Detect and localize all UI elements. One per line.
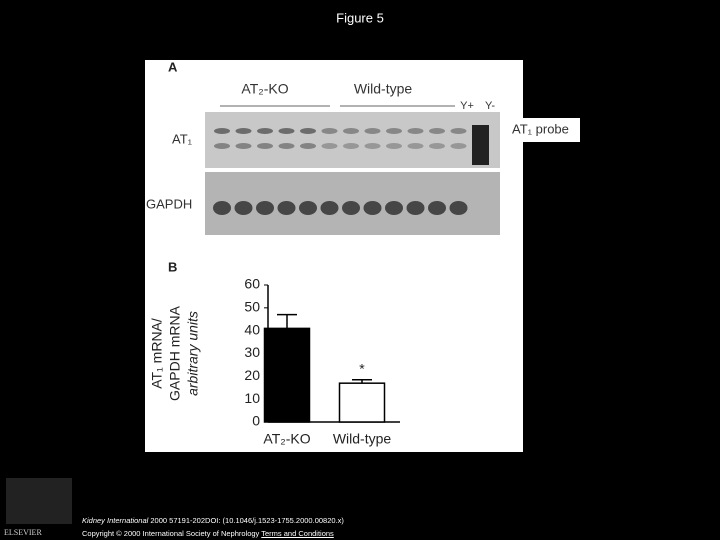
band — [429, 128, 445, 134]
band — [472, 125, 489, 165]
band — [278, 143, 295, 149]
band — [429, 143, 445, 149]
panel-label: B — [168, 259, 177, 274]
band — [321, 143, 338, 149]
band — [213, 201, 231, 215]
band — [406, 201, 425, 215]
logo: ELSEVIER — [4, 528, 42, 537]
row-label: GAPDH — [146, 196, 192, 211]
band — [386, 143, 402, 149]
bar — [263, 327, 311, 423]
band — [364, 128, 381, 134]
group-label: Wild-type — [354, 81, 413, 97]
band — [342, 201, 360, 215]
band — [234, 201, 253, 215]
band — [450, 143, 467, 149]
band — [364, 143, 381, 149]
y-tick-label: 20 — [244, 367, 260, 383]
group-label: AT₂-KO — [241, 81, 288, 97]
band — [321, 128, 338, 134]
y-tick-label: 50 — [244, 299, 260, 315]
row-label: AT₁ — [172, 131, 193, 146]
y-tick-label: 40 — [244, 321, 260, 337]
slide-title: Figure 5 — [336, 10, 384, 25]
bands — [213, 125, 489, 215]
y-tick-label: 10 — [244, 390, 260, 406]
panel-label: A — [168, 59, 178, 74]
band — [343, 143, 359, 149]
band — [235, 128, 252, 134]
band — [256, 201, 274, 215]
band — [363, 201, 382, 215]
y-axis-label: arbitrary units — [185, 311, 201, 396]
probe-label: AT₁ probe — [512, 121, 569, 136]
copyright: Copyright © 2000 International Society o… — [82, 529, 334, 538]
band — [407, 128, 424, 134]
band — [214, 143, 230, 149]
band — [386, 128, 402, 134]
logo-image — [6, 478, 72, 524]
band — [343, 128, 359, 134]
control-label: Y- — [485, 100, 495, 112]
band — [277, 201, 296, 215]
control-label: Y+ — [460, 100, 474, 112]
y-axis-label: GAPDH mRNA — [167, 305, 183, 401]
y-tick-label: 60 — [244, 276, 260, 292]
band — [428, 201, 446, 215]
band — [235, 143, 252, 149]
bar — [338, 382, 386, 423]
citation-text: 2000 57191-202DOI: (10.1046/j.1523-1755.… — [150, 516, 344, 525]
band — [214, 128, 230, 134]
terms-link[interactable]: Terms and Conditions — [261, 529, 334, 538]
band — [320, 201, 339, 215]
x-tick-label: AT₂-KO — [263, 431, 310, 447]
y-tick-label: 30 — [244, 344, 260, 360]
citation: Kidney International 2000 57191-202DOI: … — [82, 516, 344, 525]
band — [300, 143, 316, 149]
band — [257, 128, 273, 134]
y-axis-label: AT₁ mRNA/ — [149, 318, 165, 389]
band — [407, 143, 424, 149]
band — [278, 128, 295, 134]
blot — [205, 112, 500, 168]
annotation: * — [359, 360, 365, 376]
copyright-text: Copyright © 2000 International Society o… — [82, 529, 260, 538]
band — [450, 128, 467, 134]
band — [300, 128, 316, 134]
label-background — [505, 118, 580, 142]
band — [449, 201, 468, 215]
y-tick-label: 0 — [252, 413, 260, 429]
band — [299, 201, 317, 215]
band — [385, 201, 403, 215]
x-tick-label: Wild-type — [333, 431, 392, 447]
journal: Kidney International — [82, 516, 149, 525]
band — [257, 143, 273, 149]
